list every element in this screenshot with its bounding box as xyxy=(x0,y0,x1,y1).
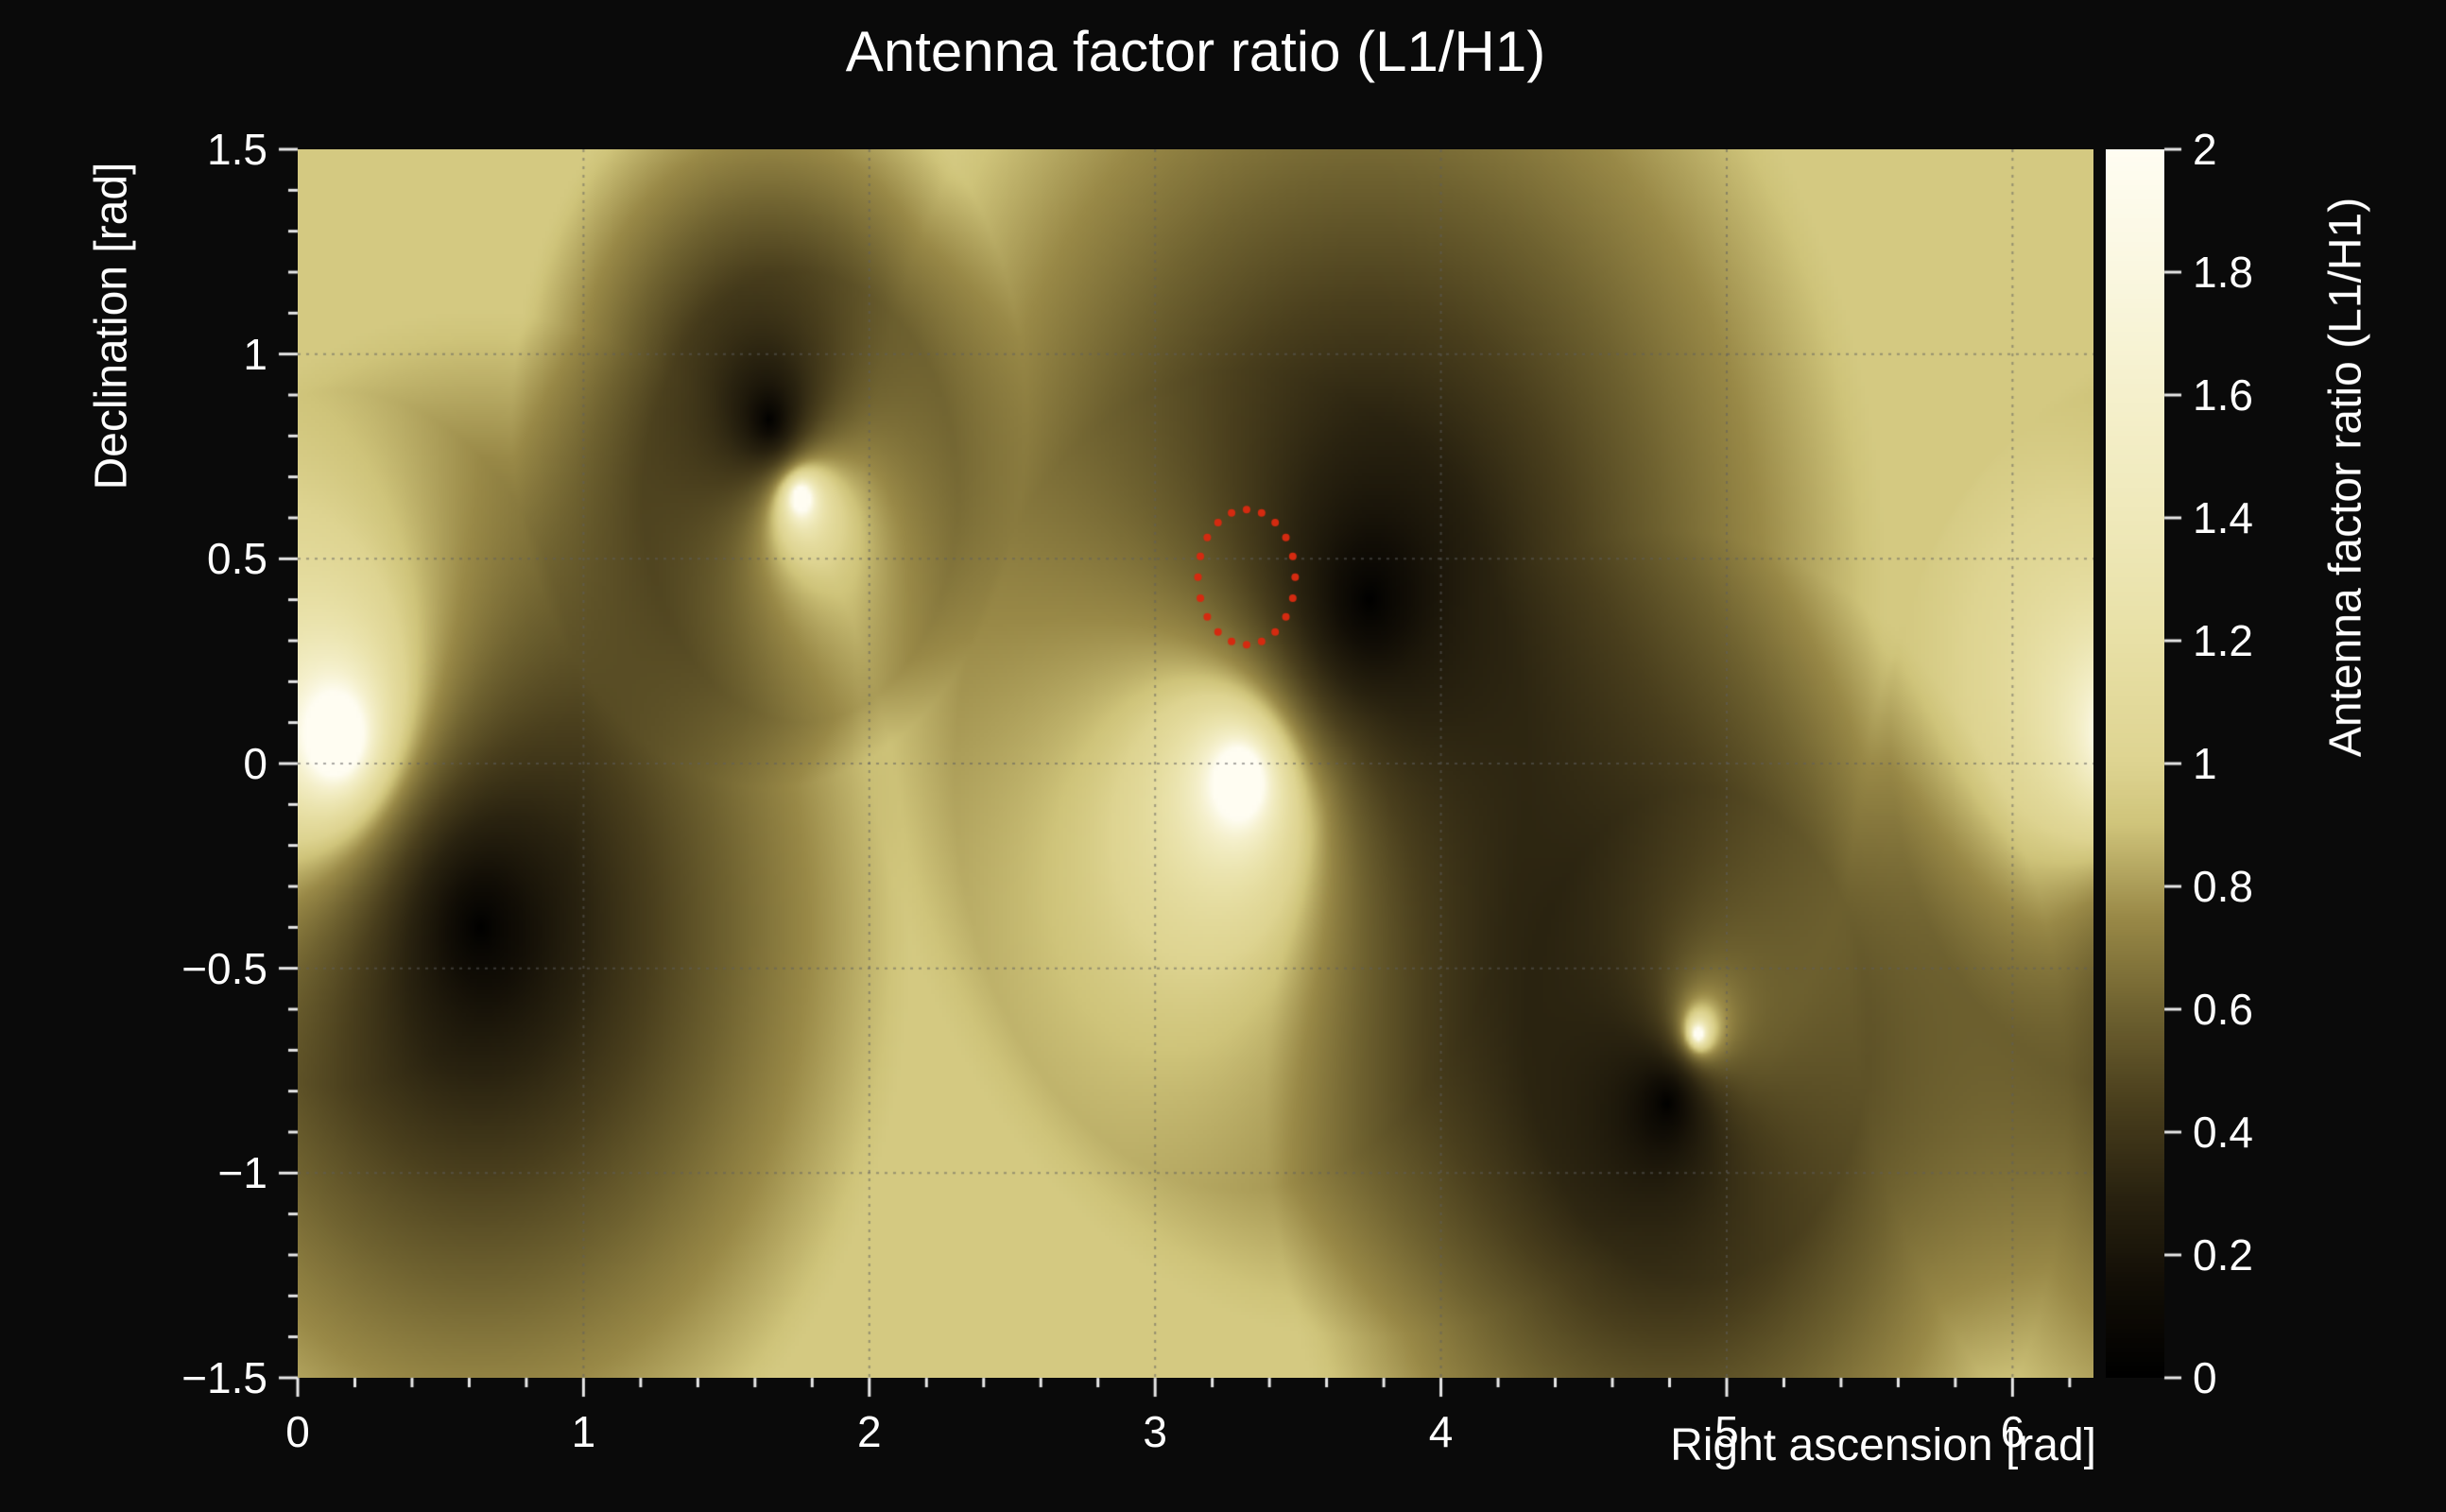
colorbar-title: Antenna factor ratio (L1/H1) xyxy=(2320,197,2371,758)
y-tick-label: 1 xyxy=(243,329,267,379)
colorbar-tick-label: 0.8 xyxy=(2193,862,2253,911)
colorbar-tick-label: 1.8 xyxy=(2193,248,2253,297)
x-tick-label: 0 xyxy=(285,1407,310,1456)
x-tick-label: 3 xyxy=(1143,1407,1167,1456)
x-tick-label: 2 xyxy=(856,1407,882,1456)
chart-title: Antenna factor ratio (L1/H1) xyxy=(845,20,1546,83)
colorbar-tick-label: 0.4 xyxy=(2193,1108,2253,1157)
colorbar-tick-label: 1.6 xyxy=(2193,370,2253,420)
colorbar-gradient xyxy=(2106,149,2164,1378)
x-tick-label: 4 xyxy=(1428,1407,1454,1456)
colorbar-tick-label: 1.4 xyxy=(2193,493,2253,542)
colorbar-tick-label: 2 xyxy=(2193,125,2217,174)
colorbar-tick-label: 0.6 xyxy=(2193,985,2253,1034)
colorbar-tick-label: 1.2 xyxy=(2193,616,2253,665)
x-tick-label: 1 xyxy=(571,1407,596,1456)
x-axis-title: Right ascension [rad] xyxy=(1670,1420,2096,1470)
colorbar-tick-label: 0.2 xyxy=(2193,1230,2253,1280)
x-tick-label: 6 xyxy=(2000,1407,2025,1456)
y-tick-label: −1 xyxy=(217,1148,267,1198)
x-tick-label: 5 xyxy=(1714,1407,1739,1456)
colorbar-tick-label: 1 xyxy=(2193,739,2217,788)
y-tick-label: 0 xyxy=(243,739,267,788)
y-axis-title: Declination [rad] xyxy=(86,162,137,490)
y-tick-label: −1.5 xyxy=(181,1353,267,1402)
colorbar-tick-label: 0 xyxy=(2193,1353,2217,1402)
y-tick-label: 0.5 xyxy=(207,534,267,584)
y-tick-label: 1.5 xyxy=(207,125,267,174)
y-tick-label: −0.5 xyxy=(181,943,267,993)
